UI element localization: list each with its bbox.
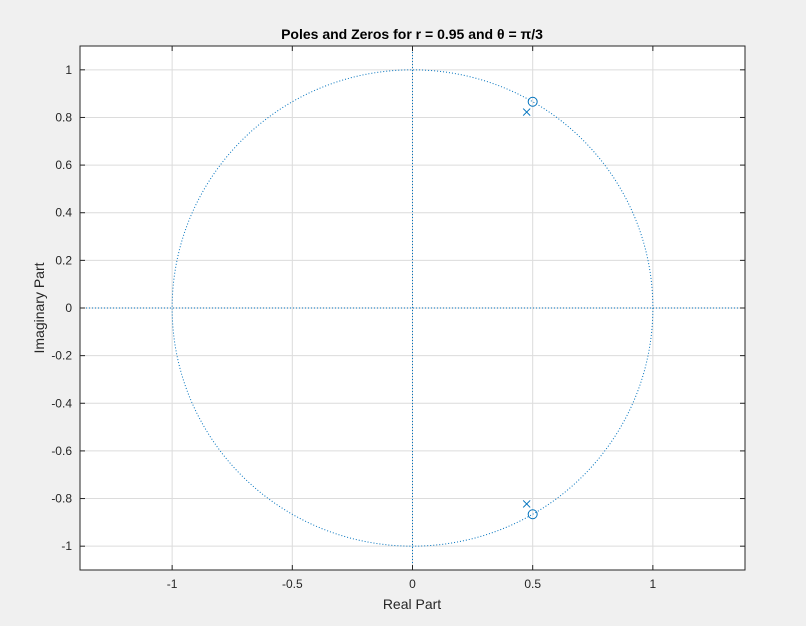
chart-title: Poles and Zeros for r = 0.95 and θ = π/3 — [281, 26, 543, 42]
x-tick-label: -1 — [167, 577, 178, 591]
y-axis-label: Imaginary Part — [31, 262, 47, 353]
zero-marker — [527, 96, 538, 107]
x-axis-label: Real Part — [383, 596, 441, 612]
unit-circle — [171, 69, 654, 547]
y-tick-label: 0.4 — [55, 206, 72, 220]
x-tick-label: -0.5 — [282, 577, 303, 591]
y-tick-label: -1 — [61, 539, 72, 553]
pole-marker — [522, 500, 531, 508]
x-tick-label: 0 — [409, 577, 416, 591]
y-tick-label: -0.4 — [51, 396, 72, 410]
pole-marker — [522, 108, 531, 116]
zero-marker — [527, 509, 538, 520]
y-tick-label: -0.8 — [51, 492, 72, 506]
y-tick-label: 0.2 — [55, 253, 72, 267]
y-tick-label: 1 — [65, 63, 72, 77]
y-tick-label: -0.2 — [51, 349, 72, 363]
axis-guides — [80, 46, 745, 570]
y-tick-label: 0.8 — [55, 110, 72, 124]
y-tick-label: 0.6 — [55, 158, 72, 172]
x-tick-label: 1 — [650, 577, 657, 591]
y-tick-label: -0.6 — [51, 444, 72, 458]
y-tick-label: 0 — [65, 301, 72, 315]
x-tick-label: 0.5 — [524, 577, 541, 591]
axis-ticks: -1 -0.5 0 0.5 1 1 0.8 0.6 0.4 0.2 0 -0.2 -0.4 -0.6 -0.… — [51, 46, 745, 591]
data-markers — [522, 96, 538, 520]
